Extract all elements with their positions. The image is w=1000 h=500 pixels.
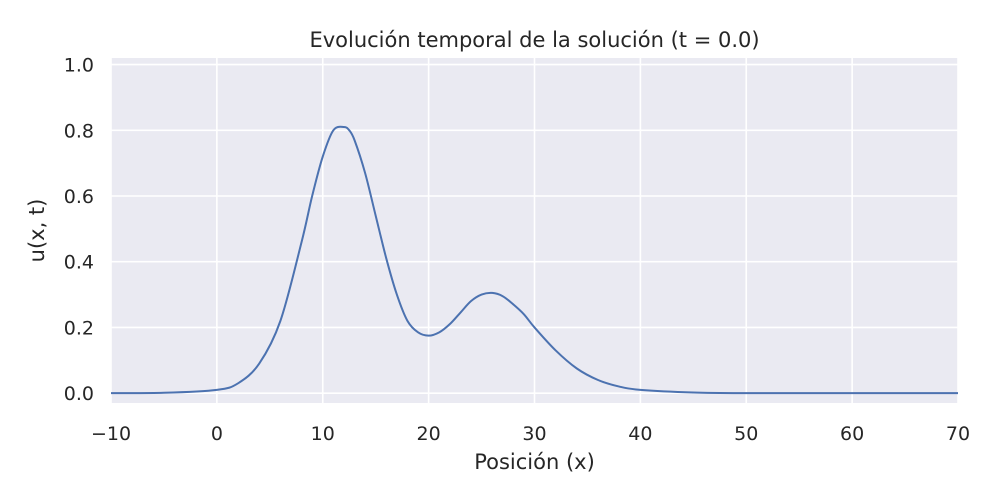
x-tick-label: 40	[628, 423, 652, 445]
y-tick-label: 0.6	[64, 186, 94, 208]
x-tick-label: −10	[91, 423, 131, 445]
y-tick-label: 0.4	[64, 252, 94, 274]
y-tick-label: 0.8	[64, 120, 94, 142]
x-tick-label: 70	[946, 423, 970, 445]
y-tick-label: 0.0	[64, 383, 94, 405]
x-tick-label: 10	[311, 423, 335, 445]
solution-line	[110, 125, 958, 395]
x-tick-label: 60	[840, 423, 864, 445]
y-axis-label: u(x, t)	[25, 199, 49, 263]
chart-title: Evolución temporal de la solución (t = 0…	[309, 28, 759, 52]
x-tick-label: 20	[417, 423, 441, 445]
x-tick-label: 30	[522, 423, 546, 445]
ticks: −10 0 10 20 30 40 50 60 70 0.0 0.2 0.4 0.6 0.8 1.0	[64, 55, 970, 445]
y-tick-label: 1.0	[64, 55, 94, 77]
y-tick-label: 0.2	[64, 317, 94, 339]
x-axis-label: Posición (x)	[474, 450, 595, 474]
x-tick-label: 50	[734, 423, 758, 445]
x-tick-label: 0	[211, 423, 223, 445]
